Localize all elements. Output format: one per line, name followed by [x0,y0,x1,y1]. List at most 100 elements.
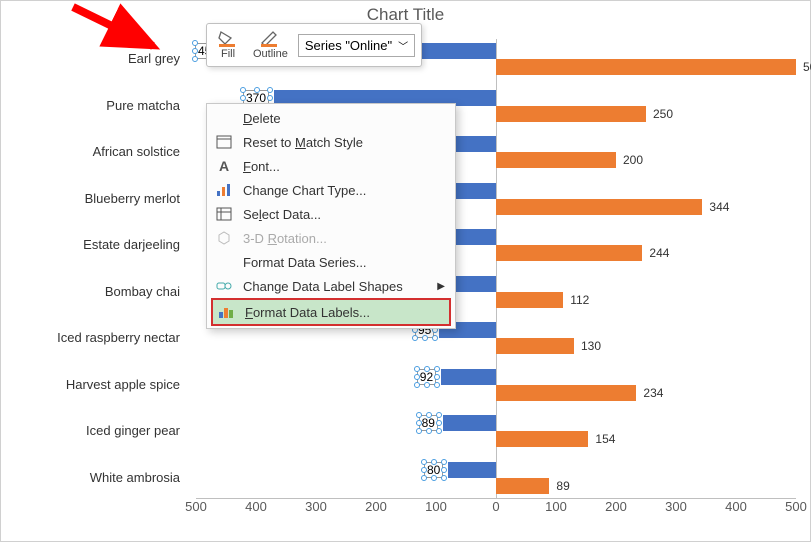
selection-handle[interactable] [431,459,437,465]
reset-icon [215,134,233,150]
category-label: Iced ginger pear [86,423,180,438]
selection-handle[interactable] [431,475,437,481]
selection-handle[interactable] [441,467,447,473]
bar-in-store[interactable] [443,415,496,431]
selection-handle[interactable] [434,366,440,372]
chart-element-dropdown-label: Series "Online" [305,38,392,53]
selection-handle[interactable] [426,412,432,418]
red-call-out-arrow [65,1,175,61]
context-menu-item-label: Delete [243,111,281,126]
selection-handle[interactable] [240,87,246,93]
chevron-down-icon: ﹀ [398,38,408,53]
context-menu-item-label: Change Data Label Shapes [243,279,403,294]
context-menu-item[interactable]: Format Data Labels... [211,298,451,326]
context-menu-item: 3-D Rotation... [209,226,453,250]
selection-handle[interactable] [240,95,246,101]
selection-handle[interactable] [192,40,198,46]
selection-handle[interactable] [436,412,442,418]
category-label: Blueberry merlot [85,191,180,206]
context-menu-item[interactable]: Select Data... [209,202,453,226]
selection-handle[interactable] [432,335,438,341]
selection-handle[interactable] [421,467,427,473]
selection-handle[interactable] [426,428,432,434]
selection-handle[interactable] [434,382,440,388]
data-label-online[interactable]: 112 [565,292,589,308]
data-label-in-store[interactable]: 80 [424,462,443,478]
chart-mini-toolbar: Fill Outline Series "Online" ﹀ [206,23,422,67]
context-menu-item[interactable]: Change Data Label Shapes▶ [209,274,453,298]
selection-handle[interactable] [267,87,273,93]
bar-online[interactable] [496,106,646,122]
context-menu-item[interactable]: Change Chart Type... [209,178,453,202]
context-menu-item[interactable]: Format Data Series... [209,250,453,274]
selection-handle[interactable] [421,459,427,465]
context-menu-item[interactable]: Delete [209,106,453,130]
x-axis-tick: 300 [305,499,327,514]
selection-handle[interactable] [267,95,273,101]
context-menu-item[interactable]: Reset to Match Style [209,130,453,154]
chart-element-dropdown[interactable]: Series "Online" ﹀ [298,34,415,57]
category-label: Estate darjeeling [83,237,180,252]
shapes-icon [215,278,233,294]
blank-icon [215,254,233,270]
select-icon [215,206,233,222]
selection-handle[interactable] [416,428,422,434]
bar-online[interactable] [496,245,642,261]
selection-handle[interactable] [254,87,260,93]
bar-in-store[interactable] [441,369,496,385]
fill-button[interactable]: Fill [213,28,243,62]
x-axis-tick: 500 [785,499,807,514]
selection-handle[interactable] [441,475,447,481]
bar-online[interactable] [496,478,549,494]
bar-in-store[interactable] [448,462,496,478]
context-menu-item-label: 3-D Rotation... [243,231,327,246]
bar-online[interactable] [496,152,616,168]
bar-online[interactable] [496,385,636,401]
data-label-online[interactable]: 89 [551,478,569,494]
data-label-online[interactable]: 500 [798,59,811,75]
bar-online[interactable] [496,338,574,354]
x-axis-tick: 100 [545,499,567,514]
fmt-icon [217,304,235,320]
data-label-in-store[interactable]: 92 [417,369,436,385]
selection-handle[interactable] [416,412,422,418]
data-label-online[interactable]: 250 [648,106,673,122]
context-menu-item-label: Format Data Series... [243,255,367,270]
data-label-online[interactable]: 154 [590,431,615,447]
data-label-online[interactable]: 344 [704,199,729,215]
selection-handle[interactable] [424,366,430,372]
bar-online[interactable] [496,431,588,447]
context-menu: DeleteReset to Match StyleAFont...Change… [206,103,456,329]
data-label-in-store[interactable]: 89 [419,415,438,431]
data-label-online[interactable]: 200 [618,152,643,168]
bar-online[interactable] [496,199,702,215]
selection-handle[interactable] [436,428,442,434]
data-label-online[interactable]: 130 [576,338,601,354]
selection-handle[interactable] [436,420,442,426]
context-menu-item-label: Font... [243,159,280,174]
context-menu-item[interactable]: AFont... [209,154,453,178]
selection-handle[interactable] [441,459,447,465]
category-label: Pure matcha [106,98,180,113]
selection-handle[interactable] [422,335,428,341]
x-axis: 5004003002001000100200300400500 [196,499,796,519]
selection-handle[interactable] [434,374,440,380]
outline-button[interactable]: Outline [249,28,292,62]
selection-handle[interactable] [414,382,420,388]
x-axis-tick: 400 [725,499,747,514]
selection-handle[interactable] [416,420,422,426]
category-label: Bombay chai [105,284,180,299]
selection-handle[interactable] [424,382,430,388]
selection-handle[interactable] [414,366,420,372]
selection-handle[interactable] [414,374,420,380]
selection-handle[interactable] [192,56,198,62]
selection-handle[interactable] [192,48,198,54]
selection-handle[interactable] [412,335,418,341]
selection-handle[interactable] [421,475,427,481]
data-label-online[interactable]: 234 [638,385,663,401]
outline-button-label: Outline [253,48,288,60]
data-label-online[interactable]: 244 [644,245,669,261]
bar-online[interactable] [496,59,796,75]
context-menu-item-label: Select Data... [243,207,321,222]
bar-online[interactable] [496,292,563,308]
